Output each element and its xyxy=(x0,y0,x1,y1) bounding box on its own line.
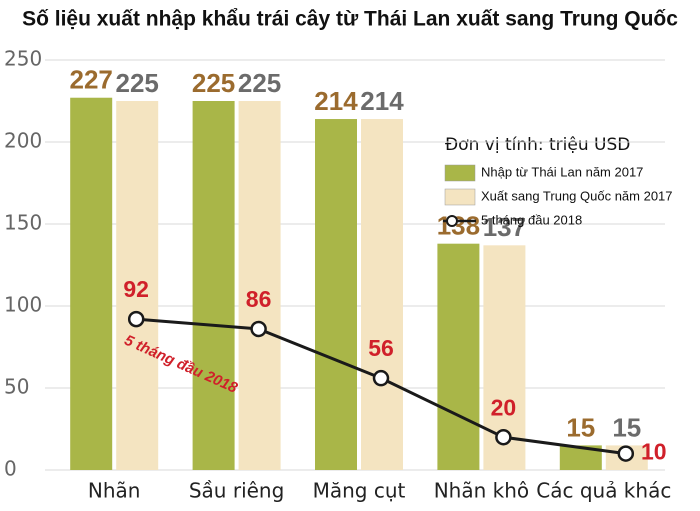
value-label: 227 xyxy=(70,65,113,95)
value-label: 214 xyxy=(314,86,358,116)
value-label: 92 xyxy=(123,276,149,302)
value-label: 56 xyxy=(368,335,394,361)
line-point xyxy=(495,428,512,446)
legend-label: Nhập từ Thái Lan năm 2017 xyxy=(481,164,643,179)
value-label: 10 xyxy=(641,439,667,465)
x-tick-label: Măng cụt xyxy=(313,479,406,503)
value-label: 225 xyxy=(192,68,235,98)
y-tick-label: 200 xyxy=(4,129,42,153)
x-tick-label: Các quả khác xyxy=(536,479,671,503)
value-label: 138 xyxy=(437,211,480,241)
legend-label: 5 tháng đầu 2018 xyxy=(481,212,582,227)
bar xyxy=(116,101,159,470)
value-label: 225 xyxy=(116,68,159,98)
value-label: 214 xyxy=(360,86,404,116)
x-tick-label: Nhãn khô xyxy=(434,479,529,503)
bar xyxy=(192,101,235,470)
bar xyxy=(238,101,281,470)
value-label: 137 xyxy=(483,212,526,242)
x-tick-label: Sầu riêng xyxy=(189,479,284,503)
value-label: 225 xyxy=(238,68,281,98)
legend-label: Xuất sang Trung Quốc năm 2017 xyxy=(481,188,673,203)
chart-title: Số liệu xuất nhập khẩu trái cây từ Thái … xyxy=(22,8,678,31)
y-tick-label: 150 xyxy=(4,211,42,235)
legend-swatch xyxy=(446,215,458,227)
unit-note: Đơn vị tính: triệu USD xyxy=(445,135,630,155)
y-tick-label: 100 xyxy=(4,293,42,317)
bar xyxy=(437,243,480,470)
bar xyxy=(361,119,403,470)
line-point xyxy=(372,369,390,387)
value-label: 20 xyxy=(491,394,517,420)
y-tick-label: 0 xyxy=(4,457,17,481)
line-point xyxy=(250,320,267,338)
bar xyxy=(70,97,113,470)
line-point xyxy=(127,310,145,328)
value-label: 15 xyxy=(612,412,641,442)
bar xyxy=(315,119,357,470)
legend-swatch xyxy=(444,164,476,182)
y-tick-label: 250 xyxy=(4,47,42,71)
x-tick-label: Nhãn xyxy=(88,479,141,503)
y-tick-label: 50 xyxy=(4,375,29,399)
legend-swatch xyxy=(444,188,476,206)
value-label: 15 xyxy=(566,412,595,442)
line-point xyxy=(617,445,635,462)
value-label: 86 xyxy=(246,286,272,312)
